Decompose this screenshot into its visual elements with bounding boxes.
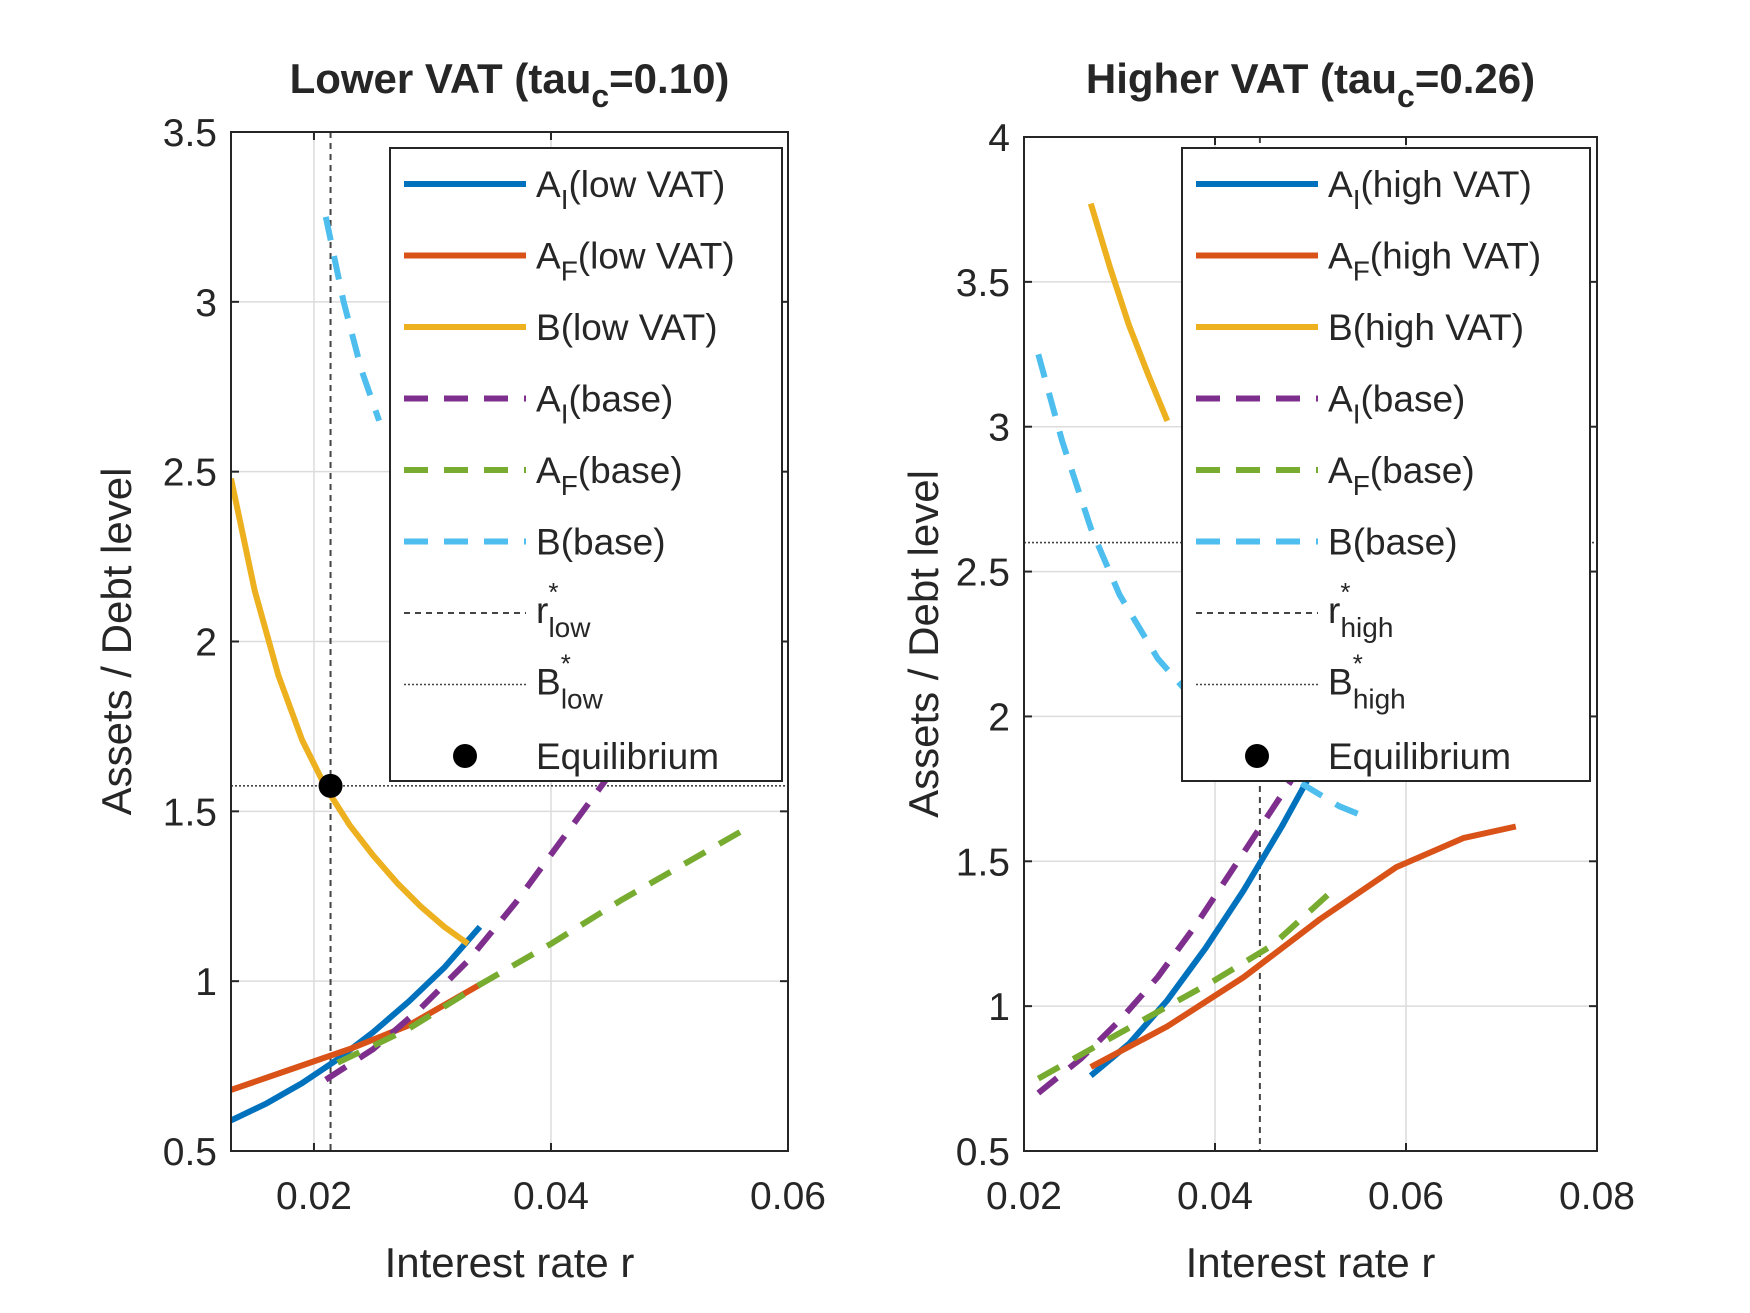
series-line-5	[322, 216, 382, 422]
chart-left: 0.02 0.04 0.06 0.5 1 1.5 2 2.5 3 3.5 Interest rate…	[93, 55, 826, 1286]
chart-title: Higher VAT (tauc=0.26)	[1086, 55, 1535, 114]
legend-label-r-star: r* high	[1328, 577, 1393, 643]
legend: AI(low VAT) AF(low VAT) B(low VAT) AI(base)…	[389, 147, 783, 782]
x-tick-label: 0.02	[986, 1175, 1062, 1218]
y-tick-label: 2.5	[163, 452, 217, 495]
y-tick-label: 3.5	[956, 262, 1010, 305]
x-tick-label: 0.06	[1368, 1175, 1444, 1218]
equilibrium-point	[318, 773, 343, 798]
series-line-4	[1036, 890, 1332, 1082]
legend-swatch-equilibrium	[1245, 744, 1269, 768]
legend-label-4: AF(base)	[1328, 450, 1475, 501]
legend-label-equilibrium: Equilibrium	[1328, 736, 1511, 777]
legend-label-b-star: B* low	[536, 649, 604, 715]
series-line-4	[336, 829, 743, 1066]
series-line-2	[1087, 202, 1171, 423]
series-line-1	[231, 981, 482, 1093]
legend-label-3: AI(base)	[1328, 379, 1465, 430]
legend-label-1: AF(high VAT)	[1328, 236, 1541, 287]
y-tick-label: 1	[195, 961, 217, 1004]
y-tick-label: 3.5	[163, 112, 217, 155]
y-tick-label: 0.5	[163, 1131, 217, 1174]
y-tick-label: 1	[988, 986, 1010, 1029]
y-tick-label: 1.5	[956, 841, 1010, 884]
series-line-1	[1089, 823, 1517, 1070]
y-tick-label: 2	[195, 622, 217, 665]
x-tick-label: 0.02	[276, 1175, 352, 1218]
legend-label-2: B(low VAT)	[536, 307, 718, 348]
legend-label-2: B(high VAT)	[1328, 307, 1524, 348]
legend-label-3: AI(base)	[536, 379, 673, 430]
legend-label-0: AI(high VAT)	[1328, 164, 1532, 215]
legend-label-r-star: r* low	[536, 577, 591, 643]
legend-label-1: AF(low VAT)	[536, 236, 735, 287]
x-tick-label: 0.06	[750, 1175, 826, 1218]
x-tick-label: 0.04	[513, 1175, 589, 1218]
series-line-3	[324, 772, 613, 1083]
chart-title: Lower VAT (tauc=0.10)	[290, 55, 730, 114]
legend-label-4: AF(base)	[536, 450, 683, 501]
y-tick-label: 4	[988, 117, 1010, 160]
chart-right: 0.02 0.04 0.06 0.08 0.5 1 1.5 2 2.5 3 3.5 4 Interest…	[900, 55, 1635, 1286]
x-tick-label: 0.04	[1177, 1175, 1253, 1218]
y-tick-label: 3	[988, 407, 1010, 450]
y-tick-label: 2	[988, 696, 1010, 739]
y-tick-label: 2.5	[956, 552, 1010, 595]
series-line-5	[1035, 353, 1369, 821]
legend: AI(high VAT) AF(high VAT) B(high VAT) AI(ba…	[1181, 147, 1591, 782]
y-tick-label: 3	[195, 282, 217, 325]
legend-label-equilibrium: Equilibrium	[536, 736, 719, 777]
x-tick-label: 0.08	[1559, 1175, 1635, 1218]
series-line-2	[231, 477, 470, 947]
data-layer	[231, 132, 788, 1151]
x-axis-label: Interest rate r	[1186, 1239, 1436, 1286]
y-tick-label: 1.5	[163, 791, 217, 834]
axes-box	[1023, 136, 1598, 1152]
y-axis-label: Assets / Debt level	[93, 468, 140, 816]
legend-label-0: AI(low VAT)	[536, 164, 725, 215]
y-tick-label: 0.5	[956, 1131, 1010, 1174]
y-axis-label: Assets / Debt level	[900, 470, 947, 818]
legend-label-b-star: B* high	[1328, 649, 1406, 715]
x-axis-label: Interest rate r	[385, 1239, 635, 1286]
legend-label-5: B(base)	[536, 522, 666, 563]
legend-label-5: B(base)	[1328, 522, 1458, 563]
legend-swatch-equilibrium	[453, 744, 477, 768]
